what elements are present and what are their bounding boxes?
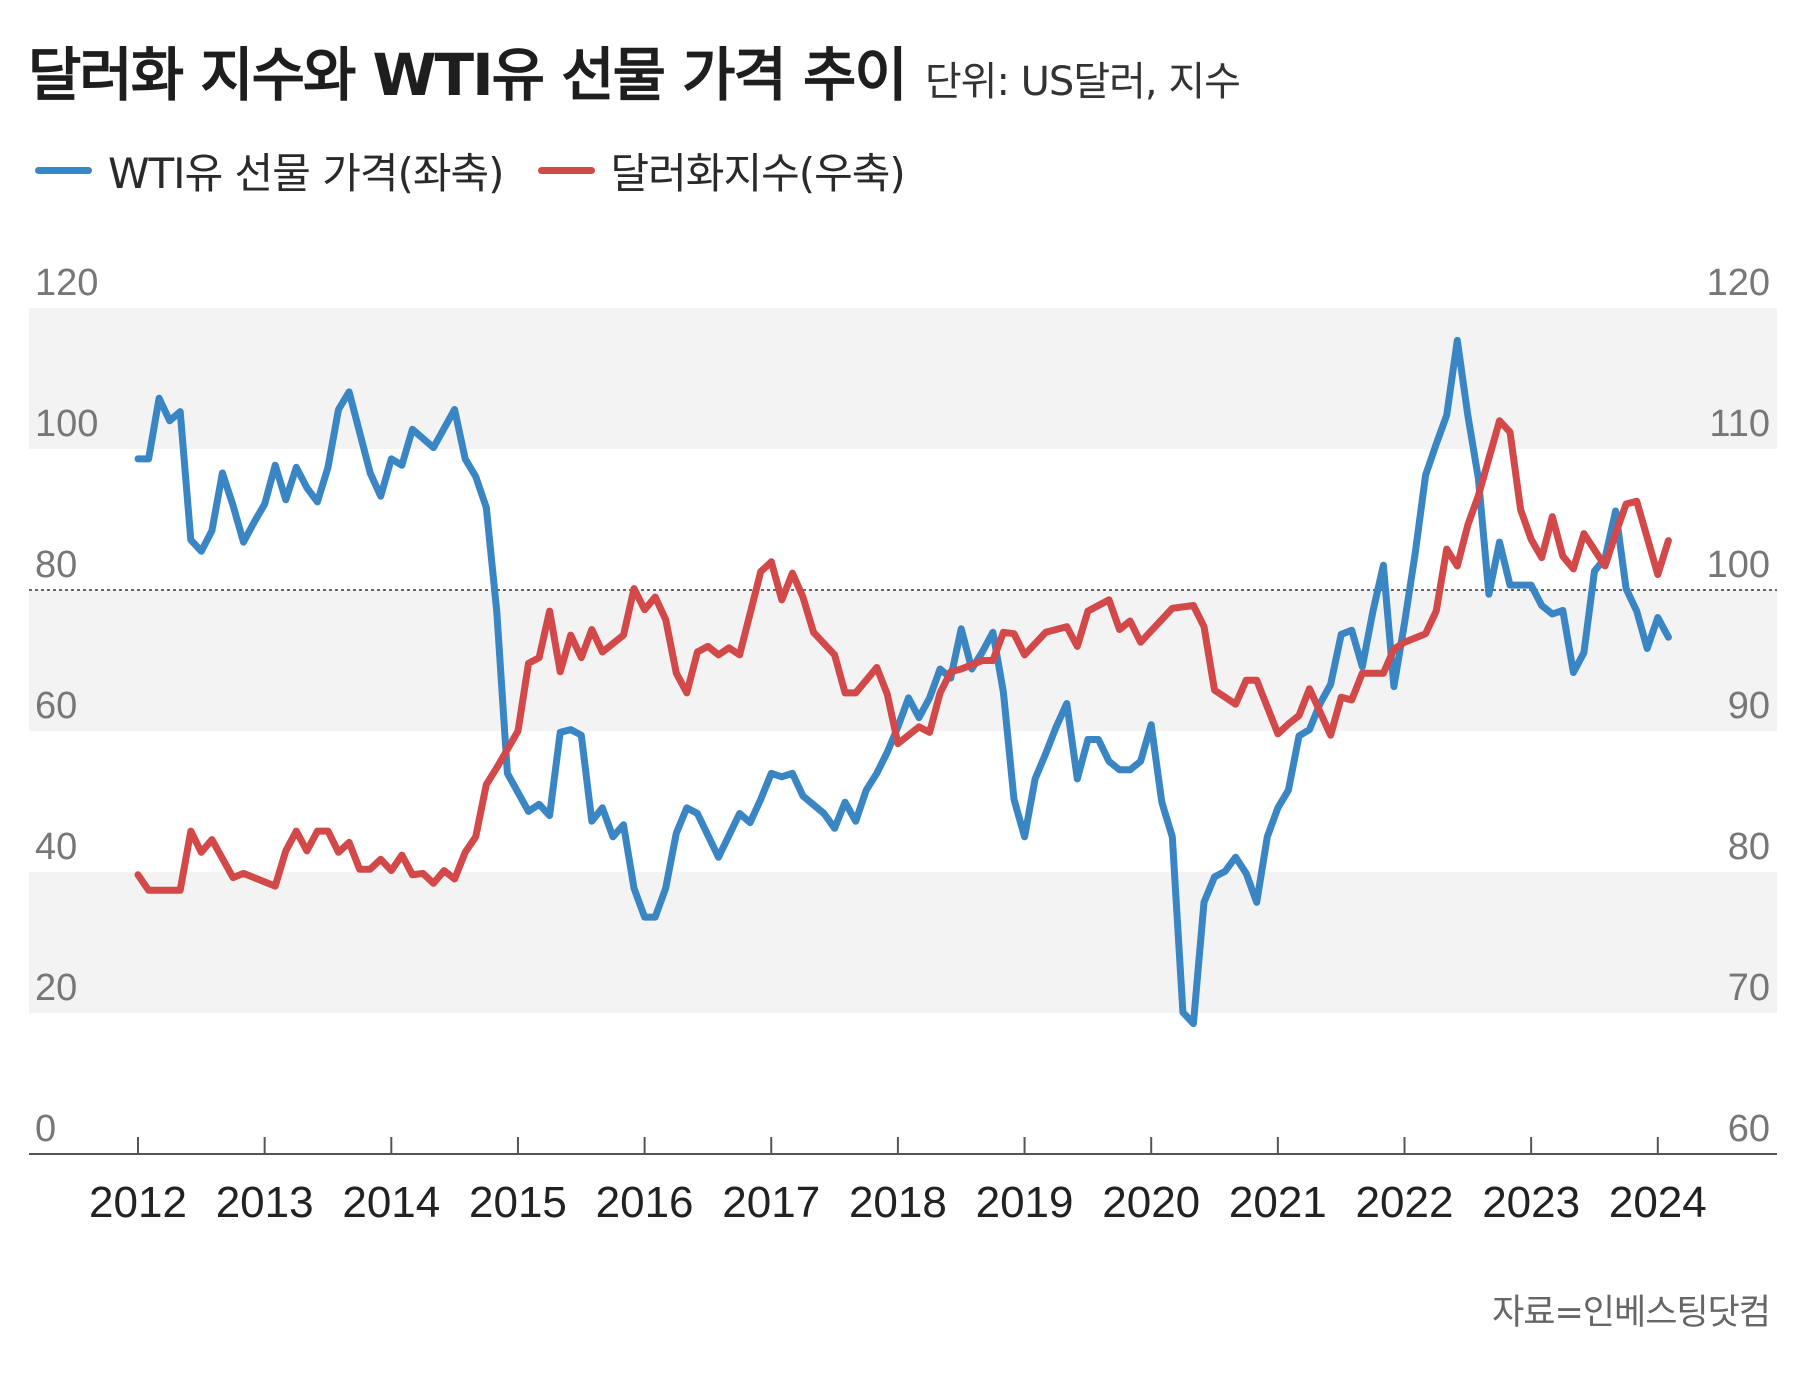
series-line-wti — [134, 336, 1672, 1028]
x-tick-label: 2021 — [1229, 1178, 1327, 1227]
grid-bands — [29, 308, 1777, 1013]
legend-label-dollar: 달러화지수(우축) — [610, 149, 906, 198]
x-tick-label: 2013 — [216, 1178, 314, 1227]
grid-band — [29, 872, 1777, 1013]
x-tick-label: 2014 — [342, 1178, 440, 1227]
x-tick-label: 2024 — [1609, 1178, 1707, 1227]
y-right-tick-label: 110 — [1709, 403, 1770, 445]
y-left-tick-label: 80 — [35, 544, 77, 586]
y-right-tick-label: 120 — [1707, 262, 1770, 304]
legend: WTI유 선물 가격(좌축) 달러화지수(우축) — [35, 140, 939, 201]
x-tick-label: 2012 — [89, 1178, 187, 1227]
y-left-tick-label: 40 — [35, 826, 77, 868]
series-lines — [134, 336, 1672, 1028]
title-unit: 단위: US달러, 지수 — [924, 59, 1241, 105]
y-left-tick-label: 120 — [35, 262, 98, 304]
y-left-tick-label: 60 — [35, 685, 77, 727]
y-right-tick-label: 70 — [1728, 967, 1770, 1009]
legend-item-dollar: 달러화지수(우축) — [537, 140, 906, 201]
chart-title: 달러화 지수와 WTI유 선물 가격 추이 단위: US달러, 지수 — [28, 28, 1241, 112]
x-tick-label: 2016 — [596, 1178, 694, 1227]
tick-labels: 2012 2013 2014 2015 2016 2017 2018 2019 2020 2021… — [35, 262, 1770, 1227]
y-right-tick-label: 90 — [1728, 685, 1770, 727]
x-tick-label: 2023 — [1482, 1178, 1580, 1227]
y-left-tick-label: 100 — [35, 403, 98, 445]
legend-swatch-dollar — [537, 167, 595, 174]
y-left-tick-label: 20 — [35, 967, 77, 1009]
source-note: 자료=인베스팅닷컴 — [1492, 1293, 1771, 1333]
series-line-dollar-index — [134, 417, 1672, 894]
axes — [29, 1137, 1777, 1155]
x-tick-label: 2017 — [722, 1178, 820, 1227]
y-right-tick-label: 60 — [1728, 1108, 1770, 1150]
x-tick-label: 2022 — [1356, 1178, 1454, 1227]
x-tick-label: 2020 — [1102, 1178, 1200, 1227]
title-main: 달러화 지수와 WTI유 선물 가격 추이 — [28, 41, 908, 109]
y-right-tick-label: 100 — [1707, 544, 1770, 586]
x-tick-label: 2019 — [976, 1178, 1074, 1227]
legend-item-wti: WTI유 선물 가격(좌축) — [35, 140, 505, 201]
y-right-tick-label: 80 — [1728, 826, 1770, 868]
y-left-tick-label: 0 — [35, 1108, 56, 1150]
grid-band — [29, 308, 1777, 449]
legend-label-wti: WTI유 선물 가격(좌축) — [108, 149, 505, 198]
legend-swatch-wti — [35, 167, 92, 174]
x-tick-label: 2015 — [469, 1178, 567, 1227]
x-tick-label: 2018 — [849, 1178, 947, 1227]
